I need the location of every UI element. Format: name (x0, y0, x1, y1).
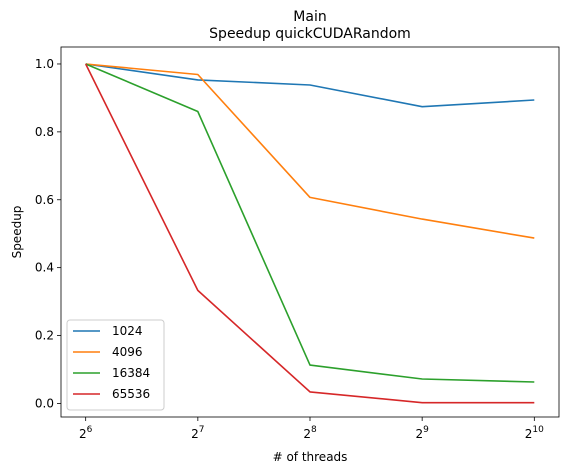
chart-title: Main (293, 9, 326, 25)
x-tick-base: 2 (191, 427, 199, 441)
legend: 1024 4096 16384 65536 (66, 319, 165, 411)
x-tick-exponent: 6 (87, 425, 93, 435)
legend-label: 1024 (112, 324, 143, 338)
x-tick-label: 29 (415, 425, 429, 441)
x-tick-exponent: 7 (199, 425, 205, 435)
chart-subtitle: Speedup quickCUDARandom (209, 26, 411, 42)
series-group (84, 63, 535, 404)
y-tick-label: 0.0 (35, 396, 54, 410)
x-tick-base: 2 (79, 427, 87, 441)
y-axis-label: Speedup (10, 206, 24, 259)
y-tick-label: 0.6 (35, 193, 54, 207)
x-tick-label: 26 (79, 425, 93, 441)
y-tick-label: 1.0 (35, 57, 54, 71)
x-tick-base: 2 (415, 427, 423, 441)
y-tick-label: 0.8 (35, 125, 54, 139)
series-line-4096 (85, 63, 535, 239)
legend-label: 4096 (112, 345, 143, 359)
y-axis: 0.0 0.2 0.4 0.6 0.8 1.0 (35, 57, 61, 410)
x-axis-label: # of threads (273, 450, 348, 464)
series-line-16384 (85, 63, 535, 383)
x-tick-exponent: 8 (311, 425, 317, 435)
x-tick-label: 210 (525, 425, 544, 441)
x-tick-label: 28 (303, 425, 317, 441)
series-line-1024 (85, 63, 535, 108)
x-tick-label: 27 (191, 425, 204, 441)
x-tick-exponent: 10 (532, 425, 544, 435)
y-tick-label: 0.2 (35, 329, 54, 343)
legend-label: 65536 (112, 387, 150, 401)
y-tick-label: 0.4 (35, 261, 54, 275)
x-tick-base: 2 (303, 427, 311, 441)
legend-box (66, 319, 165, 411)
x-tick-base: 2 (525, 427, 533, 441)
x-tick-exponent: 9 (423, 425, 429, 435)
legend-label: 16384 (112, 366, 150, 380)
series-line-65536 (84, 63, 535, 404)
x-axis: 26 27 28 29 210 (79, 417, 544, 441)
